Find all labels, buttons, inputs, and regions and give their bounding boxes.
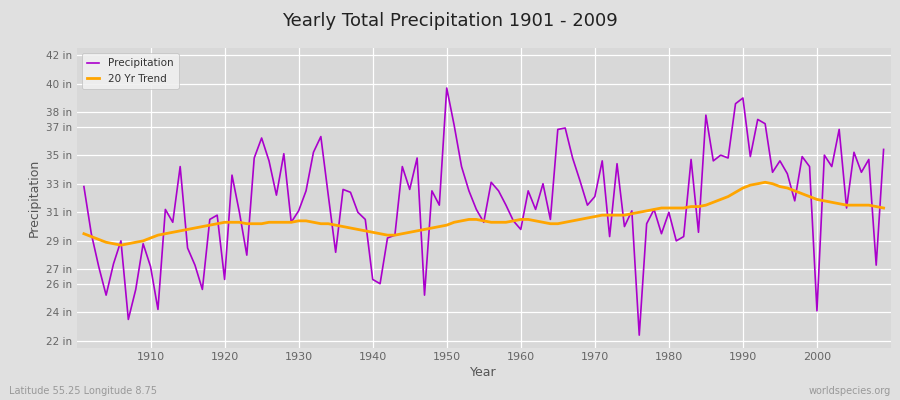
Line: Precipitation: Precipitation [84,88,884,335]
Precipitation [634,333,644,338]
X-axis label: Year: Year [471,366,497,379]
Text: worldspecies.org: worldspecies.org [809,386,891,396]
Precipitation [138,241,148,246]
20 Yr Trend [523,217,534,222]
Precipitation [301,188,311,193]
Precipitation [441,86,452,90]
20 Yr Trend [353,227,364,232]
Precipitation [612,161,623,166]
Line: 20 Yr Trend: 20 Yr Trend [84,182,884,245]
Text: Yearly Total Precipitation 1901 - 2009: Yearly Total Precipitation 1901 - 2009 [282,12,618,30]
Text: Latitude 55.25 Longitude 8.75: Latitude 55.25 Longitude 8.75 [9,386,157,396]
Legend: Precipitation, 20 Yr Trend: Precipitation, 20 Yr Trend [82,53,178,89]
Precipitation [523,188,534,193]
20 Yr Trend [760,180,770,185]
Precipitation [78,184,89,189]
Precipitation [516,227,526,232]
20 Yr Trend [516,217,526,222]
20 Yr Trend [612,213,623,218]
20 Yr Trend [145,236,156,240]
20 Yr Trend [115,243,126,248]
20 Yr Trend [878,206,889,210]
Precipitation [345,190,356,195]
20 Yr Trend [78,231,89,236]
20 Yr Trend [308,220,319,225]
Precipitation [878,147,889,152]
Y-axis label: Precipitation: Precipitation [28,159,40,237]
